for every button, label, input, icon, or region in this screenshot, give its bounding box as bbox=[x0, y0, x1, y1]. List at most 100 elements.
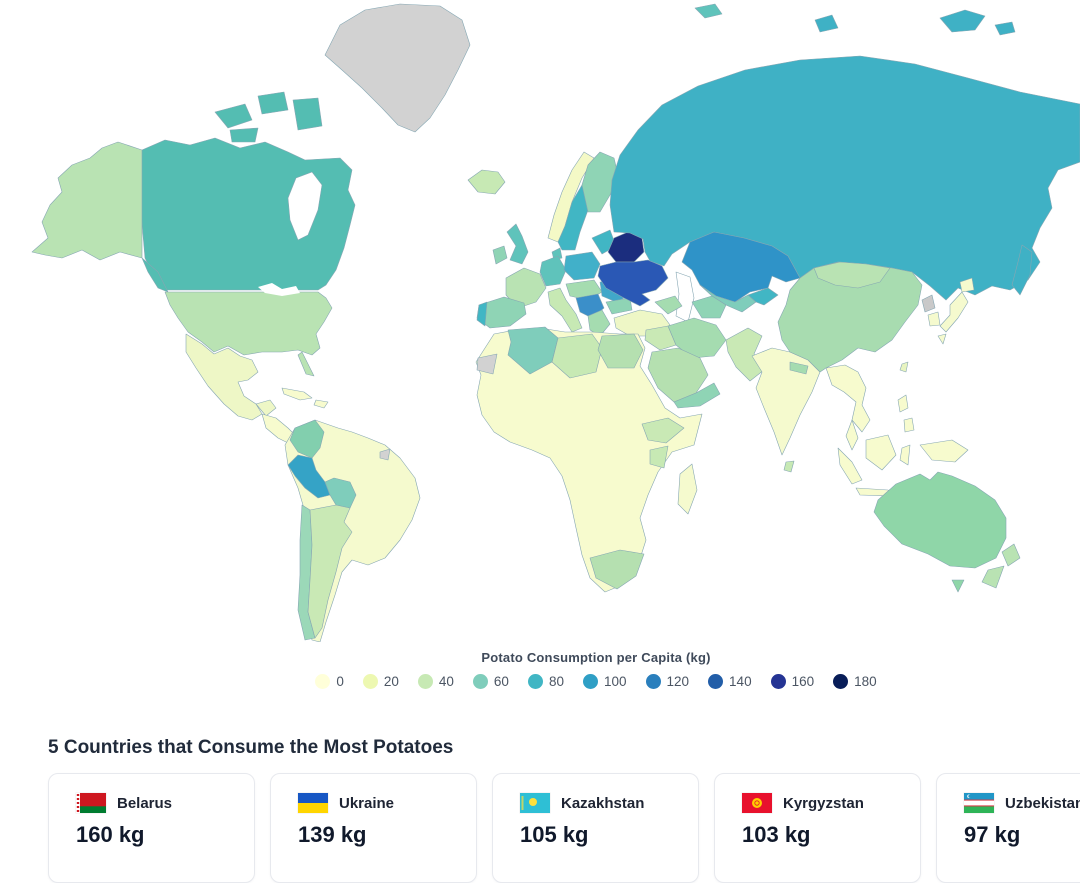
map-region-se-asia[interactable] bbox=[825, 364, 871, 433]
map-region-algeria[interactable] bbox=[507, 326, 559, 375]
map-region-hispaniola[interactable] bbox=[313, 399, 329, 409]
country-card-ukraine[interactable]: Ukraine 139 kg bbox=[270, 773, 477, 883]
country-card-kazakhstan[interactable]: Kazakhstan 105 kg bbox=[492, 773, 699, 883]
map-region-turkmenistan[interactable] bbox=[691, 295, 727, 319]
map-region-usa[interactable] bbox=[164, 291, 333, 356]
map-region-cuba[interactable] bbox=[281, 387, 313, 401]
map-region-borneo[interactable] bbox=[865, 434, 897, 471]
ukraine-flag-icon bbox=[298, 793, 328, 813]
map-region-russia-islands[interactable] bbox=[814, 9, 1016, 36]
map-region-iceland[interactable] bbox=[467, 169, 506, 195]
map-region-south-africa[interactable] bbox=[589, 549, 645, 590]
map-region-japan-hokkaido[interactable] bbox=[959, 277, 975, 293]
map-region-egypt[interactable] bbox=[597, 333, 644, 369]
country-value: 139 kg bbox=[298, 822, 367, 847]
map-region-taiwan[interactable] bbox=[899, 361, 909, 373]
map-region-south-korea[interactable] bbox=[927, 311, 941, 327]
kazakhstan-flag-icon bbox=[520, 793, 550, 813]
country-name: Ukraine bbox=[339, 794, 395, 812]
map-region-bulgaria[interactable] bbox=[605, 297, 633, 315]
map-region-japan-honshu[interactable] bbox=[939, 291, 969, 333]
map-region-australia[interactable] bbox=[873, 471, 1007, 569]
legend-swatch-icon bbox=[527, 674, 543, 689]
map-region-madagascar[interactable] bbox=[677, 463, 698, 515]
map-region-mexico[interactable] bbox=[185, 333, 263, 421]
map-region-uk[interactable] bbox=[506, 223, 529, 265]
map-region-greenland[interactable] bbox=[324, 3, 471, 133]
map-region-caucasus[interactable] bbox=[654, 295, 683, 315]
map-region-germany[interactable] bbox=[539, 255, 567, 287]
map-region-new-zealand-south[interactable] bbox=[981, 565, 1005, 589]
map-region-yucatan[interactable] bbox=[255, 399, 277, 417]
map-region-yemen-oman[interactable] bbox=[673, 382, 721, 409]
legend-label: 60 bbox=[493, 674, 509, 689]
country-value: 105 kg bbox=[520, 822, 589, 847]
map-region-libya[interactable] bbox=[551, 333, 603, 379]
map-region-west-sahara[interactable] bbox=[476, 353, 498, 375]
map-region-kyrgyzstan[interactable] bbox=[747, 287, 779, 306]
map-region-italy[interactable] bbox=[547, 287, 583, 333]
legend-item: 120 bbox=[645, 674, 689, 689]
legend-swatch-icon bbox=[417, 674, 433, 689]
map-region-svalbard[interactable] bbox=[694, 3, 723, 19]
legend-swatch-icon bbox=[833, 674, 849, 689]
map-region-sulawesi[interactable] bbox=[899, 444, 911, 466]
map-region-france[interactable] bbox=[505, 267, 547, 309]
map-region-philippines-south[interactable] bbox=[903, 417, 915, 433]
legend-item: 160 bbox=[770, 674, 814, 689]
country-card-kyrgyzstan[interactable]: Kyrgyzstan 103 kg bbox=[714, 773, 921, 883]
legend-item: 100 bbox=[582, 674, 627, 689]
legend-item: 0 bbox=[315, 674, 344, 689]
country-value: 103 kg bbox=[742, 822, 811, 847]
legend-label: 140 bbox=[729, 674, 752, 689]
map-region-africa[interactable] bbox=[475, 327, 703, 593]
map-region-arctic-islands[interactable] bbox=[214, 91, 323, 143]
map-region-florida[interactable] bbox=[297, 351, 315, 377]
map-region-north-korea[interactable] bbox=[921, 294, 936, 313]
map-region-nepal[interactable] bbox=[789, 361, 809, 375]
legend-item: 180 bbox=[833, 674, 877, 689]
map-region-argentina[interactable] bbox=[307, 504, 353, 639]
hudson-bay bbox=[287, 171, 323, 241]
kyrgyzstan-flag-icon bbox=[742, 793, 772, 813]
map-region-kazakhstan[interactable] bbox=[681, 231, 801, 303]
map-region-sri-lanka[interactable] bbox=[783, 460, 795, 473]
country-value: 160 kg bbox=[76, 822, 145, 847]
legend-label: 0 bbox=[336, 674, 344, 689]
map-region-greece[interactable] bbox=[587, 309, 611, 337]
uzbekistan-flag-icon bbox=[964, 793, 994, 813]
map-region-kamchatka[interactable] bbox=[1011, 244, 1033, 296]
map-region-mongolia[interactable] bbox=[813, 261, 891, 289]
map-region-kenya[interactable] bbox=[649, 445, 669, 469]
legend-label: 100 bbox=[603, 674, 627, 689]
map-region-japan-kyushu[interactable] bbox=[937, 333, 947, 345]
country-card-belarus[interactable]: Belarus 160 kg bbox=[48, 773, 255, 883]
section-title: 5 Countries that Consume the Most Potato… bbox=[48, 737, 454, 758]
map-region-iraq-syria[interactable] bbox=[644, 325, 677, 351]
map-region-canada[interactable] bbox=[139, 137, 356, 291]
map-region-new-zealand-north[interactable] bbox=[1001, 543, 1021, 567]
map-region-alaska[interactable] bbox=[31, 141, 143, 261]
map-region-india[interactable] bbox=[751, 347, 821, 456]
caspian-sea bbox=[675, 271, 695, 323]
map-region-iran[interactable] bbox=[667, 317, 727, 359]
map-region-ireland[interactable] bbox=[492, 245, 508, 265]
legend-label: 20 bbox=[383, 674, 399, 689]
map-region-ethiopia[interactable] bbox=[641, 417, 685, 444]
map-region-bc-coast[interactable] bbox=[141, 257, 169, 293]
map-region-colombia[interactable] bbox=[289, 419, 325, 459]
map-region-malay[interactable] bbox=[845, 419, 859, 451]
map-region-papua-new-guinea[interactable] bbox=[919, 439, 969, 463]
world-choropleth-map bbox=[31, 3, 1080, 642]
map-region-sumatra[interactable] bbox=[837, 447, 863, 485]
map-region-portugal[interactable] bbox=[476, 301, 488, 327]
map-region-french-guiana[interactable] bbox=[379, 448, 391, 461]
country-card-uzbekistan[interactable]: Uzbekistan 97 kg bbox=[936, 773, 1080, 883]
legend-label: 40 bbox=[438, 674, 454, 689]
map-region-poland[interactable] bbox=[563, 251, 601, 281]
map-region-ukraine[interactable] bbox=[597, 259, 669, 307]
legend-swatch-icon bbox=[770, 674, 786, 689]
map-region-tasmania[interactable] bbox=[951, 579, 965, 593]
legend-item: 20 bbox=[362, 674, 399, 689]
map-region-philippines[interactable] bbox=[897, 394, 909, 413]
